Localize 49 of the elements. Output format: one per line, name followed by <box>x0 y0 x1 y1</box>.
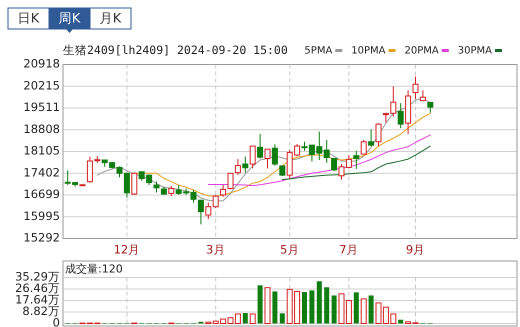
bar <box>398 320 404 324</box>
x-tick-label: 12月 <box>114 242 140 257</box>
y-tick-label: 16699 <box>23 187 60 202</box>
text: 月K <box>100 12 122 27</box>
x-tick-label: 7月 <box>339 242 359 257</box>
candlestick <box>242 156 248 174</box>
y-tick-label: 26.46万 <box>15 281 60 296</box>
chart-title: 生猪2409[lh2409] 2024-09-20 15:00 <box>63 43 288 58</box>
bar <box>316 281 322 324</box>
y-tick-label: 0 <box>52 316 60 327</box>
legend-label: 5PMA <box>304 46 332 57</box>
y-tick-label: 15995 <box>23 208 60 223</box>
bar <box>368 295 374 324</box>
bar <box>272 291 278 324</box>
y-tick-label: 15292 <box>23 230 60 245</box>
bar <box>280 313 285 324</box>
x-tick-label: 3月 <box>206 242 226 257</box>
bar <box>324 287 330 324</box>
x-tick-label: 9月 <box>406 242 426 257</box>
bar <box>242 313 248 324</box>
candlestick <box>353 150 360 170</box>
bar <box>309 290 314 324</box>
bar <box>332 295 337 324</box>
text: 周K <box>58 12 81 27</box>
y-tick-label: 17.64万 <box>15 292 60 307</box>
legend-label: 10PMA <box>351 46 386 57</box>
y-tick-label: 19511 <box>23 100 60 114</box>
bar <box>250 313 256 324</box>
y-tick-label: 35.29万 <box>15 270 60 284</box>
bar <box>302 292 307 324</box>
chart-title: 成交量:120 <box>65 262 123 276</box>
y-tick-label: 17402 <box>23 165 60 180</box>
y-tick-label: 8.82万 <box>22 304 60 318</box>
candlestick <box>412 76 418 100</box>
bar <box>258 285 263 324</box>
y-tick-label: 18105 <box>23 144 60 158</box>
bar <box>360 298 367 324</box>
bar <box>354 292 359 324</box>
line-series <box>208 134 431 186</box>
y-tick-label: 20918 <box>23 56 60 71</box>
y-tick-label: 18808 <box>23 122 60 136</box>
legend-label: 30PMA <box>458 46 492 57</box>
y-tick-label: 20215 <box>23 78 60 92</box>
x-tick-label: 5月 <box>280 242 300 257</box>
bar <box>264 287 270 324</box>
candlestick <box>405 90 412 135</box>
text: 日K <box>18 12 40 27</box>
line-series <box>282 146 431 180</box>
legend-label: 20PMA <box>404 46 439 57</box>
